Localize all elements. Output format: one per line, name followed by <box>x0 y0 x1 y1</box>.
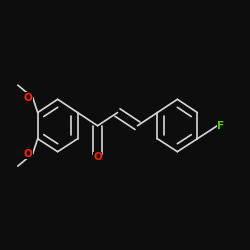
Text: O: O <box>24 92 33 102</box>
Text: F: F <box>217 121 224 131</box>
Text: O: O <box>24 149 33 159</box>
Text: O: O <box>93 152 102 162</box>
